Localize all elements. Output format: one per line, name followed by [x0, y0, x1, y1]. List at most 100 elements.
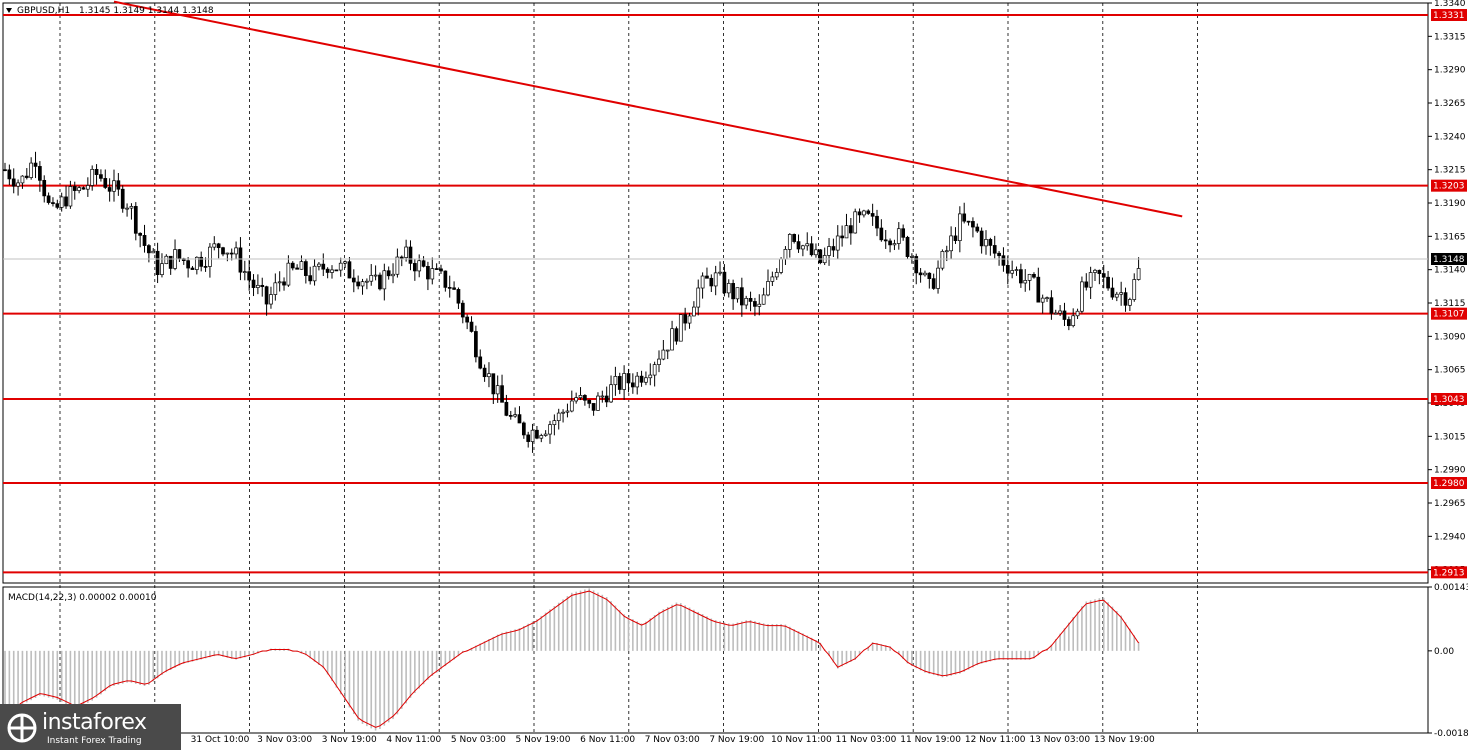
logo-mark-icon	[7, 713, 37, 743]
candle-body	[652, 364, 657, 376]
candle-body	[242, 271, 247, 274]
candle-body	[138, 232, 143, 236]
candle-body	[360, 281, 365, 287]
candle-body	[465, 316, 470, 323]
candle-body	[308, 275, 313, 282]
candle-body	[399, 256, 404, 259]
candle-body	[870, 213, 875, 217]
candle-body	[1093, 269, 1097, 273]
trendline	[113, 0, 1183, 218]
candle-body	[356, 281, 361, 287]
candle-body	[835, 235, 840, 251]
candle-body	[548, 424, 552, 435]
candle-body	[1010, 270, 1015, 274]
candle-body	[81, 187, 86, 190]
candle-body	[709, 277, 714, 287]
y-tick-label: 1.2990	[1434, 466, 1466, 476]
candle-body	[1049, 297, 1054, 314]
candle-body	[949, 235, 953, 252]
candle-body	[971, 221, 975, 228]
x-tick-label: 5 Nov 19:00	[516, 735, 571, 745]
candle-body	[753, 301, 757, 307]
dropdown-arrow-icon[interactable]	[6, 8, 12, 13]
candle-body	[665, 349, 670, 352]
candle-body	[552, 420, 557, 426]
candle-body	[286, 262, 291, 286]
y-tick-label: 1.3315	[1434, 32, 1466, 42]
candle-body	[447, 287, 452, 289]
candle-body	[147, 245, 151, 254]
candle-body	[535, 429, 539, 439]
y-tick-label: 1.3140	[1434, 266, 1466, 276]
price-axis: 1.3340 1.3315 1.3290 1.3265 1.3240 1.3215 1.31…	[1428, 0, 1468, 739]
candle-body	[613, 376, 618, 386]
candle-body	[617, 376, 622, 390]
candle-body	[1101, 273, 1106, 278]
candle-body	[133, 206, 138, 234]
x-tick-label: 7 Nov 03:00	[645, 735, 700, 745]
candle-body	[609, 384, 613, 403]
candle-body	[722, 271, 727, 294]
candle-body	[796, 241, 801, 250]
candle-body	[1132, 279, 1137, 300]
candle-body	[290, 262, 295, 269]
macd-pane	[2, 586, 1429, 734]
candle-body	[1110, 287, 1115, 298]
x-tick-label: 3 Nov 19:00	[322, 735, 377, 745]
candle-body	[630, 382, 635, 388]
candle-body	[452, 287, 456, 290]
candle-body	[151, 250, 156, 254]
candle-body	[979, 230, 984, 247]
candle-body	[426, 266, 430, 280]
candle-body	[382, 270, 387, 290]
level-price-tag	[1431, 393, 1467, 405]
candle-body	[875, 215, 879, 229]
candle-body	[264, 286, 269, 305]
y-tick-label: 1.3340	[1434, 0, 1466, 9]
candle-body	[460, 302, 465, 318]
candle-body	[844, 225, 849, 239]
candle-body	[508, 415, 513, 417]
candle-body	[491, 373, 496, 395]
candle-body	[674, 328, 679, 342]
candle-body	[1106, 276, 1110, 289]
candle-body	[1053, 312, 1058, 315]
candle-body	[596, 395, 600, 411]
candle-body	[120, 188, 125, 209]
x-tick-label: 10 Nov 11:00	[771, 735, 832, 745]
candle-body	[975, 226, 980, 232]
candle-body	[347, 261, 352, 279]
x-tick-label: 5 Nov 03:00	[451, 735, 506, 745]
candle-body	[984, 239, 988, 247]
candle-body	[164, 255, 169, 265]
candle-body	[46, 195, 51, 203]
y-tick-label: 1.3215	[1434, 166, 1466, 176]
candle-body	[657, 358, 661, 365]
macd-pane-frame	[2, 586, 1429, 734]
candle-body	[696, 287, 701, 308]
level-price-label: 1.3043	[1433, 395, 1465, 405]
y-tick-label: 1.3015	[1434, 432, 1466, 442]
candle-body	[338, 262, 343, 271]
candle-body	[692, 306, 696, 317]
y-tick-label: 1.3190	[1434, 199, 1466, 209]
current-price-tag	[1431, 253, 1467, 265]
candle-body	[417, 260, 422, 272]
candle-body	[896, 228, 901, 244]
candle-body	[735, 287, 740, 300]
candle-body	[225, 252, 230, 255]
candle-body	[299, 261, 304, 270]
candle-body	[700, 275, 705, 289]
candle-body	[635, 375, 640, 388]
x-tick-label: 11 Nov 03:00	[836, 735, 897, 745]
candle-body	[591, 403, 596, 411]
candle-body	[604, 395, 609, 403]
candle-body	[739, 287, 744, 306]
y-tick-label: 1.2965	[1434, 499, 1466, 509]
candle-body	[726, 283, 731, 294]
candle-body	[757, 303, 762, 307]
candle-body	[918, 272, 923, 276]
macd-y-tick-label: 0.00143	[1434, 583, 1468, 593]
candle-body	[282, 281, 286, 286]
